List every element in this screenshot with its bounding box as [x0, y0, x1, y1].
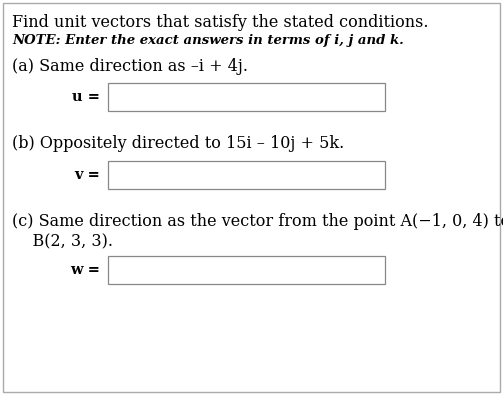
Text: w =: w =	[70, 263, 100, 277]
Text: (a) Same direction as –i + 4j.: (a) Same direction as –i + 4j.	[12, 58, 248, 75]
Text: (c) Same direction as the vector from the point A(−1, 0, 4) to the point: (c) Same direction as the vector from th…	[12, 213, 503, 230]
Bar	[108, 161, 385, 189]
Text: NOTE: Enter the exact answers in terms of i, j and k.: NOTE: Enter the exact answers in terms o…	[12, 34, 404, 47]
Text: (b) Oppositely directed to 15i – 10j + 5k.: (b) Oppositely directed to 15i – 10j + 5…	[12, 135, 344, 152]
Text: Find unit vectors that satisfy the stated conditions.: Find unit vectors that satisfy the state…	[12, 14, 429, 31]
Text: u =: u =	[72, 90, 100, 104]
Bar	[108, 256, 385, 284]
Bar	[108, 83, 385, 111]
Text: B(2, 3, 3).: B(2, 3, 3).	[12, 233, 113, 250]
Text: v =: v =	[74, 168, 100, 182]
